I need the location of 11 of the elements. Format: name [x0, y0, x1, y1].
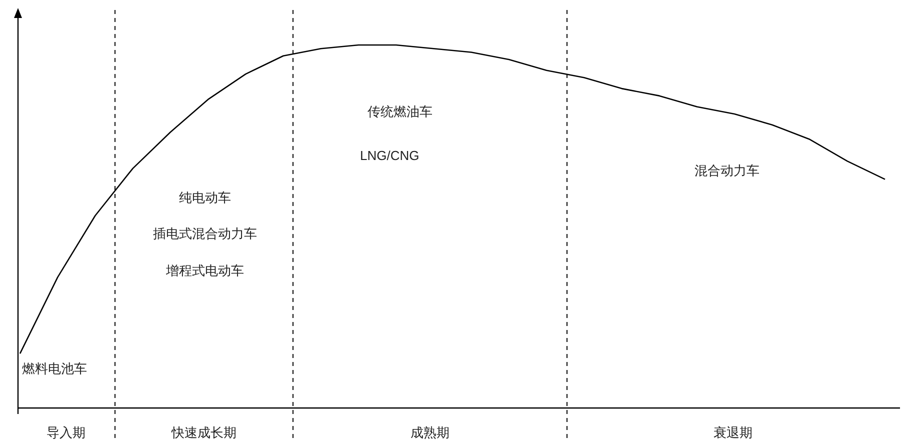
annotation: LNG/CNG	[360, 148, 420, 163]
annotation: 混合动力车	[694, 163, 760, 178]
annotation: 插电式混合动力车	[153, 226, 257, 241]
text: 导入期	[46, 425, 86, 440]
annotation: 传统燃油车	[368, 104, 432, 119]
text: 快速成长期	[170, 425, 236, 440]
text: 衰退期	[714, 425, 752, 440]
annotation: 增程式电动车	[165, 263, 244, 278]
text: 成熟期	[410, 425, 450, 440]
annotation: 纯电动车	[179, 190, 231, 205]
annotation: 燃料电池车	[22, 361, 87, 376]
